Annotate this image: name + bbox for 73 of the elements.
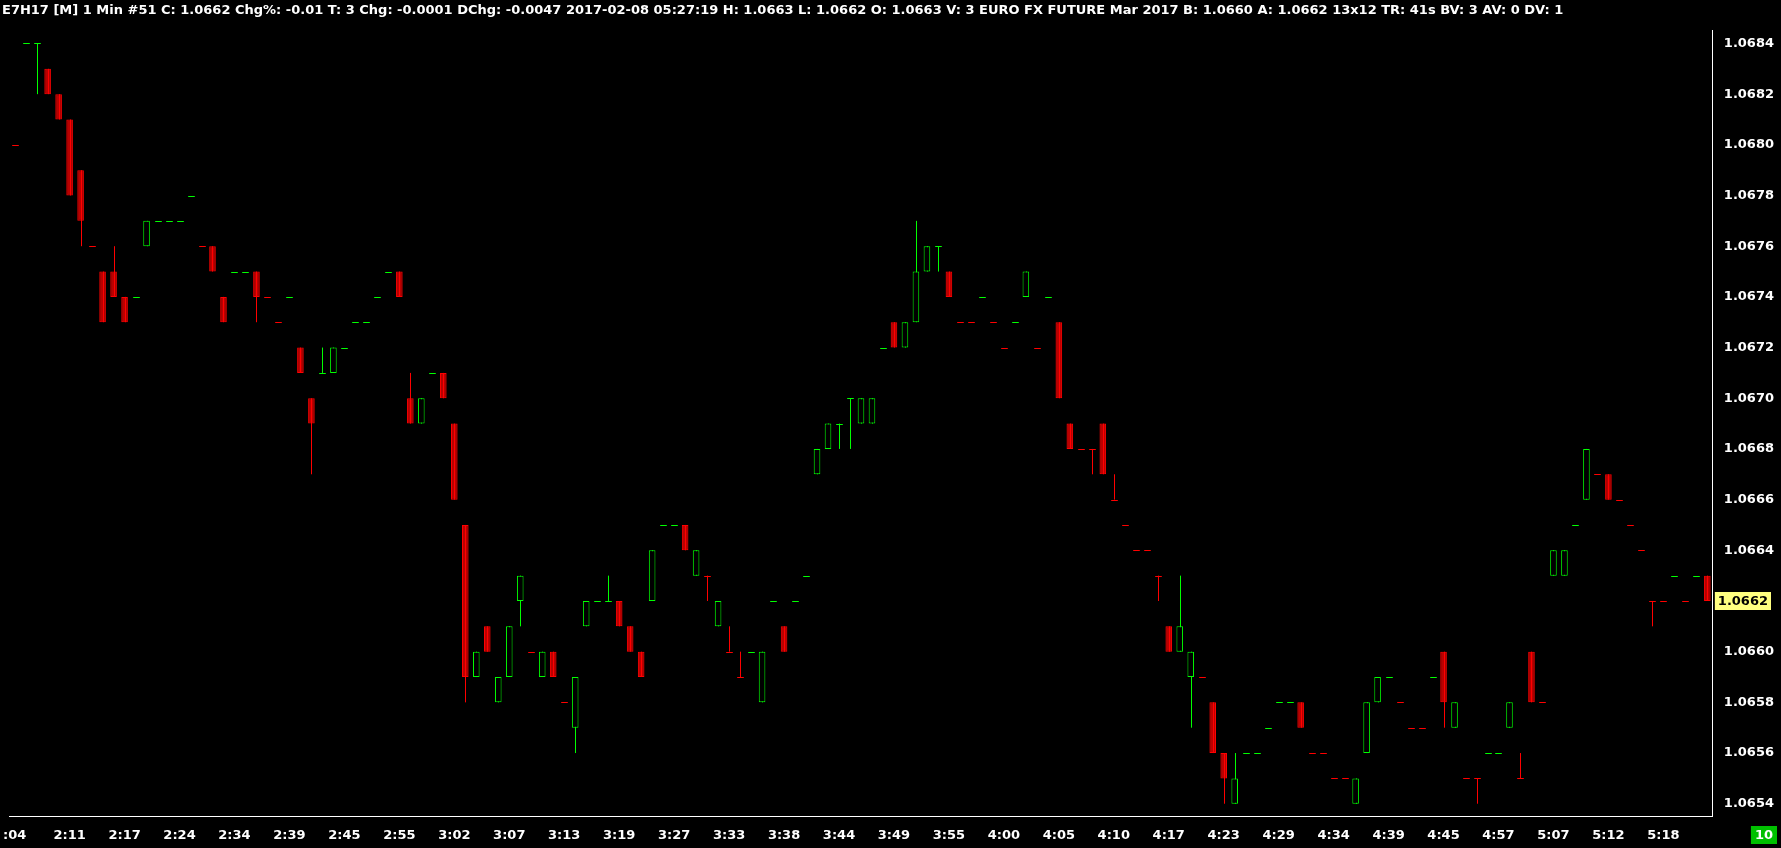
x-tick-label: 4:23 <box>1207 826 1240 842</box>
candlestick <box>1187 651 1195 729</box>
candlestick <box>934 245 943 273</box>
x-tick-label: 2:24 <box>163 826 196 842</box>
x-tick-label: 4:05 <box>1042 826 1076 842</box>
x-tick-label: 3:13 <box>548 826 581 842</box>
x-tick-label: 3:49 <box>877 826 911 842</box>
candlestick <box>318 347 327 374</box>
x-tick-label: 2:39 <box>273 826 306 842</box>
candlestick <box>1176 575 1184 653</box>
candlestick <box>846 397 855 450</box>
candlestick <box>725 625 734 653</box>
y-tick-label: 1.0664 <box>1723 541 1775 557</box>
y-tick-label: 1.0672 <box>1723 338 1775 354</box>
x-tick-label: 3:44 <box>822 826 856 842</box>
x-tick-label: 2:45 <box>328 826 361 842</box>
x-tick-label: 2:55 <box>383 826 416 842</box>
candlestick <box>604 575 613 602</box>
y-tick-label: 1.0682 <box>1723 85 1775 101</box>
y-tick-label: 1.0670 <box>1723 389 1775 405</box>
x-tick-label: 3:55 <box>932 826 966 842</box>
candlestick <box>703 575 712 602</box>
x-tick-label: 5:07 <box>1537 826 1570 842</box>
candlestick <box>253 271 260 323</box>
y-tick-label: 1.0678 <box>1723 186 1775 202</box>
x-tick-label: :04 <box>3 826 27 842</box>
y-tick-label: 1.0654 <box>1723 795 1775 811</box>
chart-title: E7H17 [M] 1 Min #51 C: 1.0662 Chg%: -0.01 T: 3 Chg: -0.0001 DChg: -0.0047 2017-02-08 05:27:19 H: 1.0663 L: 1.0662 O: 1.0663 V: 3 EURO FX FUTURE Mar 2017 B: 1.0660 A: 1.0662 13x12 TR: 41s BV: 3 AV: 0 DV: 1 <box>1 1 1565 19</box>
x-tick-label: 2:34 <box>218 826 251 842</box>
text: 10 <box>1754 827 1773 843</box>
y-tick-label: 1.0684 <box>1723 34 1775 50</box>
y-tick-label: 1.0668 <box>1723 440 1775 456</box>
x-tick-label: 5:12 <box>1592 826 1625 842</box>
candlestick <box>1220 752 1228 805</box>
x-tick-label: 3:38 <box>767 826 801 842</box>
candlestick <box>1648 600 1657 627</box>
candlestick <box>1516 752 1525 779</box>
x-tick-label: 4:10 <box>1097 826 1130 842</box>
x-tick-label: 4:39 <box>1372 826 1405 842</box>
x-tick-label: 4:00 <box>987 826 1021 842</box>
x-tick-label: 2:11 <box>53 826 86 842</box>
x-tick-label: 5:18 <box>1647 826 1680 842</box>
x-tick-label: 3:02 <box>438 826 471 842</box>
candlestick <box>736 651 745 678</box>
candlestick <box>33 42 42 95</box>
candlestick <box>1110 473 1119 501</box>
text: 1.0662 <box>1717 593 1769 609</box>
x-tick-label: 3:07 <box>493 826 526 842</box>
y-tick-label: 1.0674 <box>1723 288 1775 304</box>
candlestick <box>835 423 844 450</box>
x-tick-label: 3:19 <box>603 826 636 842</box>
candlestick <box>516 575 524 627</box>
y-tick-label: 1.0660 <box>1723 643 1775 659</box>
x-tick-label: 4:45 <box>1427 826 1460 842</box>
x-tick-label: 4:29 <box>1262 826 1295 842</box>
x-tick-label: 4:17 <box>1152 826 1185 842</box>
candlestick <box>1473 777 1482 805</box>
x-tick-label: 3:27 <box>657 826 691 842</box>
x-tick-label: 4:34 <box>1317 826 1350 842</box>
x-tick-label: 4:57 <box>1482 826 1515 842</box>
candlestick <box>308 397 315 475</box>
candlestick <box>110 245 117 298</box>
candlestick <box>1231 752 1238 805</box>
x-tick-label: 2:17 <box>108 826 141 842</box>
y-tick-label: 1.0666 <box>1723 491 1775 506</box>
candlestick <box>407 372 414 425</box>
x-tick-label: 3:33 <box>712 826 746 842</box>
candlestick <box>1088 448 1097 475</box>
y-tick-label: 1.0658 <box>1723 693 1775 709</box>
candlestick <box>1154 575 1163 602</box>
y-tick-label: 1.0656 <box>1723 744 1775 760</box>
y-tick-label: 1.0680 <box>1723 136 1775 152</box>
y-tick-label: 1.0676 <box>1723 237 1775 253</box>
